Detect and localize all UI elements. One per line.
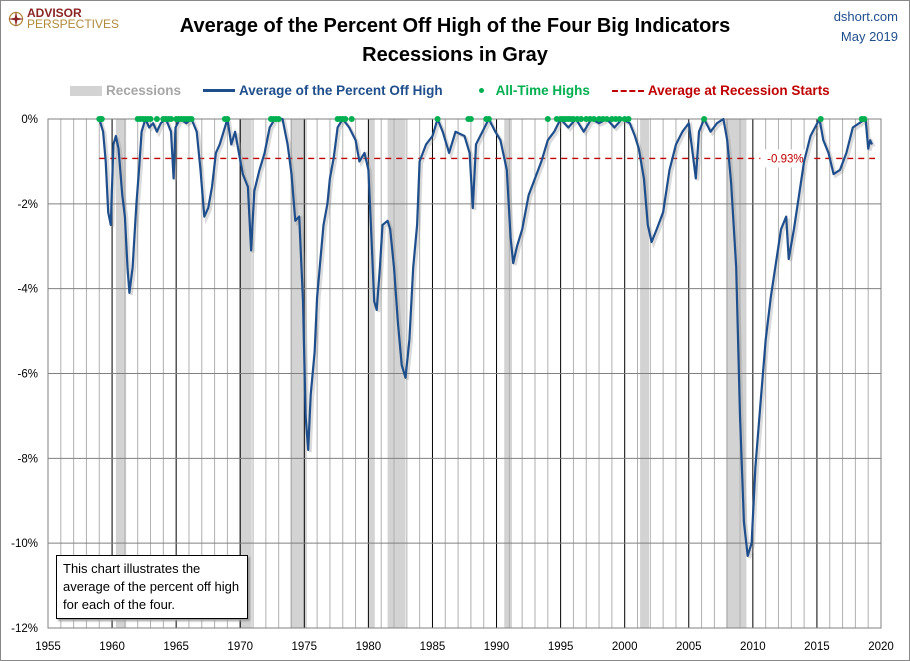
advisor-perspectives-logo: ADVISOR PERSPECTIVES bbox=[8, 6, 120, 31]
x-tick-label: 2015 bbox=[804, 641, 830, 653]
all-time-high-dot bbox=[544, 116, 551, 122]
average-label-bg bbox=[760, 149, 811, 168]
average-label: -0.93% bbox=[767, 153, 803, 165]
line-swatch bbox=[203, 89, 236, 92]
legend: Recessions Average of the Percent Off Hi… bbox=[70, 83, 852, 98]
y-tick-label: -4% bbox=[18, 284, 38, 296]
all-time-high-dot bbox=[342, 116, 349, 122]
series-shadow bbox=[99, 116, 876, 559]
legend-item-recession-avg: Average at Recession Starts bbox=[611, 83, 830, 98]
series-line bbox=[98, 117, 874, 557]
y-tick-label: -2% bbox=[18, 199, 38, 211]
x-tick-label: 1960 bbox=[99, 641, 125, 653]
logo-line2: PERSPECTIVES bbox=[27, 17, 120, 31]
source-label: dshort.com bbox=[833, 9, 898, 24]
x-tick-label: 1965 bbox=[163, 641, 189, 653]
all-time-high-dot bbox=[434, 116, 441, 122]
x-tick-label: 1975 bbox=[292, 641, 318, 653]
x-tick-label: 1955 bbox=[35, 641, 61, 653]
y-tick-label: 0% bbox=[21, 114, 38, 126]
legend-label: Recessions bbox=[106, 83, 182, 98]
all-time-high-dot bbox=[98, 116, 105, 122]
logo-line1: ADVISOR bbox=[27, 6, 82, 20]
x-tick-label: 1990 bbox=[484, 641, 510, 653]
legend-label: Average of the Percent Off High bbox=[239, 83, 443, 98]
all-time-high-dot bbox=[485, 116, 492, 122]
x-tick-label: 2000 bbox=[612, 641, 638, 653]
title-line1: Average of the Percent Off High of the F… bbox=[179, 15, 731, 37]
legend-label: Average at Recession Starts bbox=[647, 83, 830, 98]
x-tick-label: 1980 bbox=[356, 641, 382, 653]
x-tick-label: 2005 bbox=[676, 641, 702, 653]
x-tick-label: 1985 bbox=[420, 641, 446, 653]
legend-item-average: Average of the Percent Off High bbox=[203, 83, 443, 98]
y-tick-label: -8% bbox=[18, 453, 38, 465]
all-time-high-dot bbox=[467, 116, 474, 122]
date-label: May 2019 bbox=[840, 29, 898, 44]
all-time-high-dot bbox=[348, 116, 355, 122]
all-time-high-dot bbox=[625, 116, 632, 122]
y-tick-label: -10% bbox=[11, 538, 38, 550]
chart-note: This chart illustrates the average of th… bbox=[56, 555, 248, 619]
all-time-high-dot bbox=[168, 116, 175, 122]
legend-item-recessions: Recessions bbox=[70, 83, 181, 98]
all-time-high-dot bbox=[275, 116, 282, 122]
chart-title: Average of the Percent Off High of the F… bbox=[100, 12, 810, 70]
all-time-high-dot bbox=[224, 116, 231, 122]
all-time-high-dot bbox=[817, 116, 824, 122]
all-time-high-dot bbox=[153, 116, 160, 122]
all-time-high-dot bbox=[188, 116, 195, 122]
x-tick-label: 1970 bbox=[227, 641, 253, 653]
y-tick-label: -12% bbox=[11, 623, 38, 635]
title-line2: Recessions in Gray bbox=[362, 44, 548, 66]
legend-item-highs: All-Time Highs bbox=[465, 83, 590, 98]
all-time-high-dot bbox=[590, 116, 597, 122]
all-time-high-dot bbox=[147, 116, 154, 122]
dot-swatch bbox=[478, 88, 484, 93]
dash-swatch bbox=[611, 89, 644, 92]
compass-icon bbox=[8, 11, 24, 27]
all-time-high-dot bbox=[701, 116, 708, 122]
recession-swatch bbox=[70, 85, 102, 96]
all-time-high-dot bbox=[861, 116, 868, 122]
all-time-high-dot bbox=[616, 116, 623, 122]
x-tick-label: 2010 bbox=[740, 641, 766, 653]
plot-border bbox=[47, 118, 882, 629]
y-tick-label: -6% bbox=[18, 369, 38, 381]
source-block: dshort.com May 2019 bbox=[834, 7, 898, 47]
legend-label: All-Time Highs bbox=[495, 83, 590, 98]
x-tick-label: 2020 bbox=[868, 641, 894, 653]
x-tick-label: 1995 bbox=[548, 641, 574, 653]
all-time-high-dot bbox=[578, 116, 585, 122]
all-time-high-dot bbox=[603, 116, 610, 122]
